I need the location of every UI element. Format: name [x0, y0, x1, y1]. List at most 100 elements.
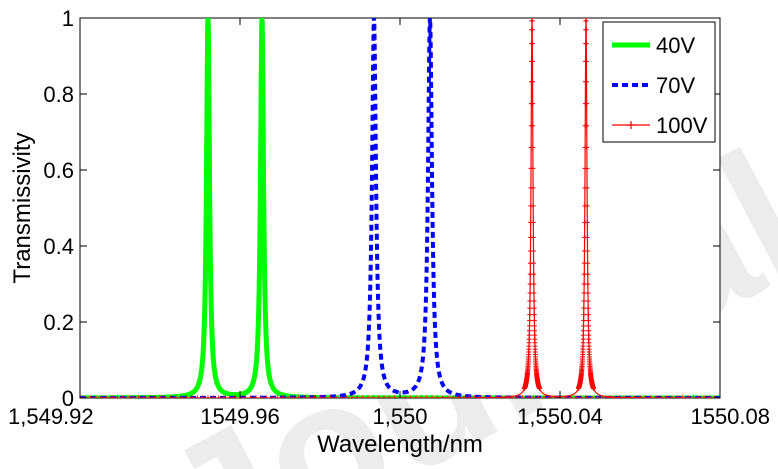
marker-1-82 — [584, 219, 590, 225]
marker-0-80 — [530, 185, 536, 191]
marker-1-84 — [585, 248, 591, 254]
marker-0-79 — [530, 165, 536, 171]
marker-0-72 — [529, 27, 535, 33]
x-tick-label-1: 1549.96 — [200, 404, 280, 429]
baseline-marker-65 — [424, 395, 430, 398]
baseline-marker-57 — [381, 395, 387, 398]
marker-1-93 — [585, 323, 591, 329]
marker-1-91 — [585, 312, 591, 318]
baseline-marker-69 — [445, 395, 451, 398]
y-tick-label-4: 0.8 — [43, 82, 74, 107]
marker-0-87 — [531, 281, 537, 287]
marker-1-46 — [580, 328, 586, 334]
y-tick-label-0: 0 — [62, 386, 74, 411]
y-tick-label-2: 0.4 — [43, 234, 74, 259]
baseline-marker-6 — [109, 395, 115, 398]
baseline-marker-82 — [514, 395, 520, 398]
legend-label-40V: 40V — [656, 33, 695, 58]
marker-1-78 — [584, 145, 590, 151]
marker-0-94 — [532, 328, 538, 334]
baseline-marker-21 — [189, 395, 195, 398]
marker-0-45 — [526, 332, 532, 338]
marker-1-86 — [585, 271, 591, 277]
baseline-marker-51 — [349, 395, 355, 398]
baseline-marker-86 — [536, 395, 542, 398]
baseline-marker-117 — [701, 395, 707, 398]
marker-1-72 — [583, 27, 589, 33]
baseline-marker-78 — [493, 395, 499, 398]
baseline-marker-16 — [162, 395, 168, 398]
y-tick-label-5: 1 — [62, 6, 74, 31]
baseline-marker-10 — [130, 395, 136, 398]
baseline-marker-79 — [498, 395, 504, 398]
marker-1-92 — [585, 318, 591, 324]
baseline-marker-111 — [669, 395, 675, 398]
baseline-marker-118 — [706, 395, 712, 398]
baseline-marker-93 — [573, 395, 579, 398]
baseline-marker-77 — [488, 395, 494, 398]
y-axis-label: Transmissivity — [9, 132, 36, 283]
baseline-marker-89 — [552, 395, 558, 398]
marker-0-90 — [531, 305, 537, 311]
baseline-marker-109 — [658, 395, 664, 398]
baseline-marker-66 — [429, 395, 435, 398]
baseline-marker-113 — [680, 395, 686, 398]
baseline-marker-67 — [434, 395, 440, 398]
baseline-marker-72 — [461, 395, 467, 398]
legend-box — [602, 21, 716, 143]
baseline-marker-24 — [205, 395, 211, 398]
baseline-marker-48 — [333, 395, 339, 398]
baseline-marker-41 — [296, 395, 302, 398]
marker-0-89 — [531, 298, 537, 304]
baseline-marker-96 — [589, 395, 595, 398]
marker-1-45 — [580, 332, 586, 338]
baseline-marker-71 — [456, 395, 462, 398]
baseline-marker-47 — [328, 395, 334, 398]
marker-0-84 — [531, 248, 537, 254]
baseline-marker-68 — [440, 395, 446, 398]
marker-0-91 — [531, 312, 537, 318]
baseline-marker-20 — [184, 395, 190, 398]
baseline-marker-38 — [280, 395, 286, 398]
baseline-marker-29 — [232, 395, 238, 398]
baseline-marker-112 — [674, 395, 680, 398]
baseline-marker-34 — [258, 395, 264, 398]
baseline-marker-15 — [157, 395, 163, 398]
legend-label-100V: 100V — [656, 113, 708, 138]
baseline-marker-61 — [402, 395, 408, 398]
series-100V-markers — [80, 18, 720, 398]
x-tick-label-2: 1,550 — [372, 404, 427, 429]
legend: 40V 70V 100V — [602, 21, 716, 143]
baseline-marker-13 — [146, 395, 152, 398]
baseline-marker-40 — [290, 395, 296, 398]
marker-1-85 — [585, 260, 591, 266]
baseline-marker-110 — [664, 395, 670, 398]
marker-0-46 — [526, 328, 532, 334]
marker-1-79 — [584, 165, 590, 171]
y-tick-label-1: 0.2 — [43, 310, 74, 335]
baseline-marker-99 — [605, 395, 611, 398]
baseline-marker-103 — [626, 395, 632, 398]
marker-0-93 — [531, 323, 537, 329]
marker-1-81 — [584, 203, 590, 209]
baseline-marker-17 — [168, 395, 174, 398]
baseline-marker-32 — [248, 395, 254, 398]
baseline-marker-25 — [210, 395, 216, 398]
baseline-marker-85 — [530, 395, 536, 398]
marker-1-140 — [591, 386, 597, 392]
baseline-marker-76 — [482, 395, 488, 398]
marker-0-92 — [531, 318, 537, 324]
baseline-marker-63 — [413, 395, 419, 398]
baseline-marker-31 — [242, 395, 248, 398]
baseline-marker-45 — [317, 395, 323, 398]
baseline-marker-84 — [525, 395, 531, 398]
baseline-marker-56 — [376, 395, 382, 398]
baseline-marker-4 — [98, 395, 104, 398]
marker-0-77 — [530, 123, 536, 129]
baseline-marker-95 — [584, 395, 590, 398]
baseline-marker-70 — [450, 395, 456, 398]
baseline-marker-26 — [216, 395, 222, 398]
baseline-marker-1 — [82, 395, 88, 398]
baseline-marker-88 — [546, 395, 552, 398]
